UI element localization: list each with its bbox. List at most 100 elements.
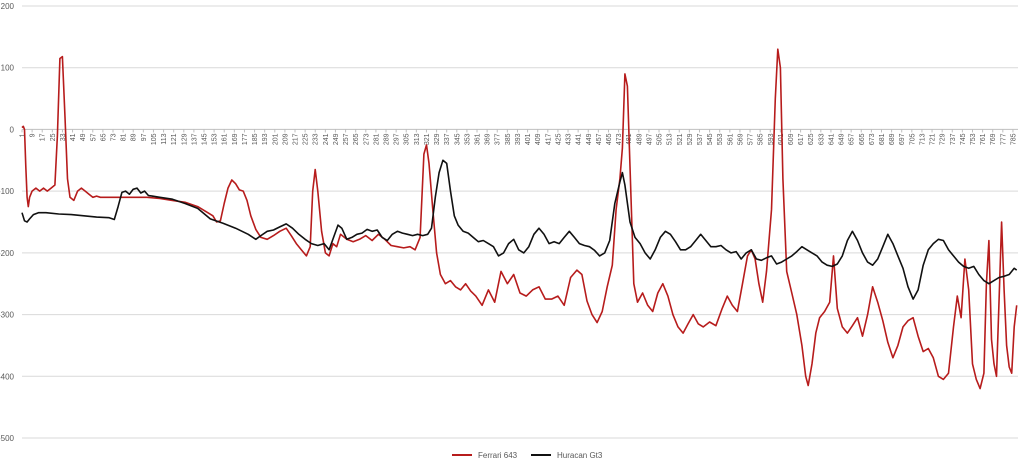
x-tick-label: 257	[343, 133, 350, 145]
x-tick-label: 729	[940, 133, 947, 145]
x-tick-label: 345	[454, 133, 461, 145]
x-tick-label: 513	[667, 133, 674, 145]
x-tick-label: 129	[181, 133, 188, 145]
y-tick-label: -200	[0, 249, 15, 258]
x-tick-label: 705	[909, 133, 916, 145]
x-tick-label: 241	[323, 133, 330, 145]
x-tick-label: 769	[990, 133, 997, 145]
x-tick-label: 177	[242, 133, 249, 145]
x-tick-label: 105	[151, 133, 158, 145]
x-tick-label: 97	[141, 133, 148, 141]
x-tick-label: 73	[111, 133, 118, 141]
x-tick-label: 409	[535, 133, 542, 145]
x-tick-label: 425	[555, 133, 562, 145]
x-tick-label: 633	[818, 133, 825, 145]
series-lines	[21, 48, 1018, 390]
legend-label-ferrari: Ferrari 643	[478, 451, 518, 460]
x-tick-label: 449	[586, 133, 593, 145]
y-tick-label: 0	[10, 125, 15, 134]
x-tick-label: 9	[30, 133, 37, 137]
x-tick-label: 81	[121, 133, 128, 141]
x-tick-label: 401	[525, 133, 532, 145]
x-tick-label: 321	[424, 133, 431, 145]
y-tick-label: -100	[0, 187, 15, 196]
y-tick-label: -400	[0, 372, 15, 381]
x-tick-label: 137	[191, 133, 198, 145]
x-tick-label: 697	[899, 133, 906, 145]
y-axis-ticks: 200 100 0 -100 -200 -300 -400 -500	[0, 2, 15, 443]
x-tick-label: 737	[950, 133, 957, 145]
x-tick-label: 201	[272, 133, 279, 145]
x-tick-label: 169	[232, 133, 239, 145]
x-tick-label: 57	[90, 133, 97, 141]
x-tick-label: 521	[677, 133, 684, 145]
y-tick-label: 100	[1, 64, 15, 73]
x-tick-label: 689	[889, 133, 896, 145]
x-tick-label: 25	[50, 133, 57, 141]
x-tick-label: 313	[414, 133, 421, 145]
y-tick-label: -500	[0, 434, 15, 443]
x-tick-label: 249	[333, 133, 340, 145]
x-tick-label: 665	[859, 133, 866, 145]
x-tick-label: 1	[20, 133, 27, 137]
x-tick-label: 545	[707, 133, 714, 145]
x-tick-label: 353	[464, 133, 471, 145]
x-tick-label: 113	[161, 133, 168, 144]
x-tick-label: 17	[40, 133, 47, 141]
series-line-huracan-gt3	[21, 159, 1018, 300]
x-tick-label: 577	[748, 133, 755, 145]
x-tick-label: 673	[869, 133, 876, 145]
x-tick-label: 225	[303, 133, 310, 145]
x-tick-label: 465	[606, 133, 613, 145]
x-tick-label: 193	[262, 133, 269, 145]
x-tick-label: 753	[970, 133, 977, 145]
x-tick-label: 289	[384, 133, 391, 145]
legend-label-huracan: Huracan Gt3	[557, 451, 603, 460]
x-tick-label: 33	[60, 133, 67, 141]
x-tick-label: 641	[828, 133, 835, 145]
x-tick-label: 265	[353, 133, 360, 145]
x-tick-label: 457	[596, 133, 603, 145]
x-tick-label: 305	[404, 133, 411, 145]
x-tick-label: 337	[444, 133, 451, 145]
x-tick-label: 89	[131, 133, 138, 141]
x-tick-label: 369	[485, 133, 492, 145]
x-tick-label: 41	[70, 133, 77, 141]
x-axis-ticks: 1 9 17 25 33 41 49 57 65 73 81 89 97 105 113 121 129 137 1…	[20, 129, 1017, 145]
x-tick-label: 657	[849, 133, 856, 145]
x-tick-label: 649	[839, 133, 846, 145]
x-tick-label: 617	[798, 133, 805, 145]
x-tick-label: 417	[545, 133, 552, 145]
x-tick-label: 593	[768, 133, 775, 145]
x-tick-label: 489	[636, 133, 643, 145]
x-tick-label: 393	[515, 133, 522, 145]
x-tick-label: 497	[646, 133, 653, 145]
x-tick-label: 385	[505, 133, 512, 145]
x-tick-label: 681	[879, 133, 886, 145]
x-tick-label: 233	[313, 133, 320, 145]
x-tick-label: 145	[202, 133, 209, 145]
x-tick-label: 713	[919, 133, 926, 145]
grid-lines	[22, 5, 1018, 439]
y-tick-label: -300	[0, 311, 15, 320]
x-tick-label: 377	[495, 133, 502, 145]
x-tick-label: 185	[252, 133, 259, 145]
x-tick-label: 273	[363, 133, 370, 145]
x-tick-label: 761	[980, 133, 987, 145]
x-tick-label: 153	[212, 133, 219, 145]
x-tick-label: 209	[282, 133, 289, 145]
x-tick-label: 609	[788, 133, 795, 145]
x-tick-label: 433	[566, 133, 573, 145]
x-tick-label: 65	[100, 133, 107, 141]
x-tick-label: 785	[1010, 133, 1017, 145]
series-line-ferrari-643	[21, 48, 1018, 390]
x-tick-label: 217	[293, 133, 300, 145]
x-tick-label: 721	[930, 133, 937, 145]
x-tick-label: 329	[434, 133, 441, 145]
x-tick-label: 49	[80, 133, 87, 141]
y-tick-label: 200	[1, 2, 15, 11]
x-tick-label: 281	[373, 133, 380, 145]
legend: Ferrari 643 Huracan Gt3	[452, 451, 603, 460]
